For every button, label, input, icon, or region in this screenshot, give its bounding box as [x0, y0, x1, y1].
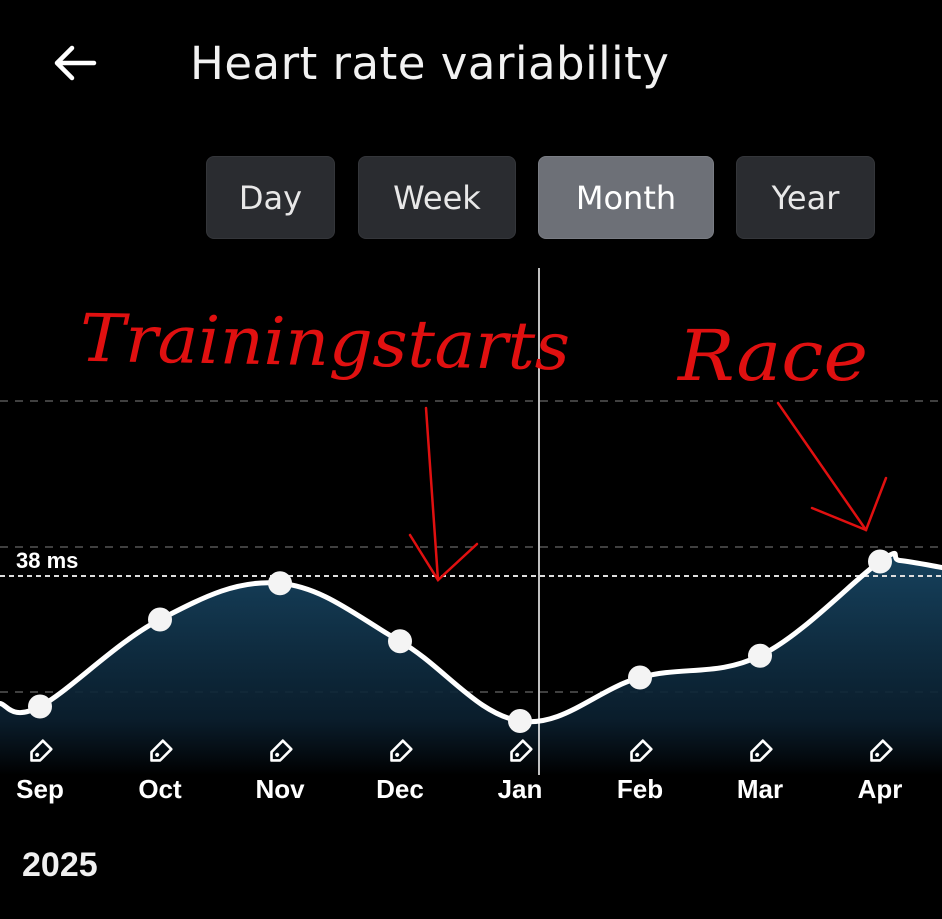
tab-day[interactable]: Day: [206, 156, 335, 239]
tag-icon[interactable]: [147, 739, 173, 765]
chart-area-fill: [0, 553, 942, 775]
tab-year[interactable]: Year: [736, 156, 875, 239]
tab-month[interactable]: Month: [538, 156, 714, 239]
data-point-dec[interactable]: [388, 629, 412, 654]
tag-icon[interactable]: [267, 739, 293, 765]
tag-icon[interactable]: [387, 739, 413, 765]
annotation-race: Race: [676, 315, 868, 397]
data-point-sep[interactable]: [28, 694, 52, 719]
page-title: Heart rate variability: [190, 37, 670, 90]
annotation-arrow-race: [776, 401, 888, 532]
annotation-arrow-training: [408, 406, 479, 582]
back-button[interactable]: [48, 36, 102, 90]
x-tick-label: Apr: [858, 774, 903, 804]
data-point-mar[interactable]: [748, 643, 772, 668]
tag-icon[interactable]: [627, 739, 653, 765]
tag-icon[interactable]: [867, 739, 893, 765]
data-point-feb[interactable]: [628, 665, 652, 690]
data-point-nov[interactable]: [268, 571, 292, 596]
x-tick-label: Mar: [737, 774, 783, 804]
annotation-training-starts: Trainingstarts: [79, 300, 570, 386]
data-point-apr[interactable]: [868, 549, 892, 574]
tag-icon[interactable]: [747, 739, 773, 765]
x-tick-label: Dec: [376, 774, 424, 804]
year-label: 2025: [22, 846, 98, 884]
x-tick-label: Feb: [617, 774, 663, 804]
data-point-jan[interactable]: [508, 709, 532, 733]
x-tick-label: Sep: [16, 774, 64, 804]
tag-icon[interactable]: [27, 739, 53, 765]
x-tick-label: Oct: [138, 774, 182, 804]
tab-week[interactable]: Week: [358, 156, 516, 239]
x-tick-label: Nov: [255, 774, 305, 804]
reference-label: 38 ms: [16, 548, 78, 573]
x-tick-label: Jan: [498, 774, 543, 804]
arrow-left-icon: [54, 45, 97, 81]
tag-icon[interactable]: [507, 739, 533, 765]
data-point-oct[interactable]: [148, 607, 172, 632]
